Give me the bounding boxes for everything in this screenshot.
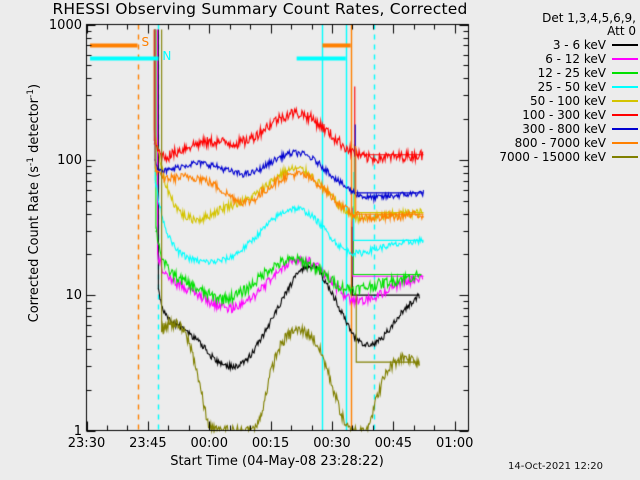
x-tick-label: 00:00 (190, 436, 228, 451)
legend-color-swatch (612, 58, 638, 60)
legend-entry[interactable]: 300 - 800 keV (478, 122, 640, 136)
generation-datestamp: 14-Oct-2021 12:20 (508, 461, 603, 472)
y-tick-label: 1000 (48, 17, 82, 33)
legend-entry[interactable]: 12 - 25 keV (478, 66, 640, 80)
y-tick-label: 100 (57, 152, 82, 168)
legend-entry[interactable]: 25 - 50 keV (478, 80, 640, 94)
y-tick-label: 10 (65, 288, 82, 304)
legend-color-swatch (612, 72, 638, 74)
legend: Det 1,3,4,5,6,9, Att 0 3 - 6 keV 6 - 12 k… (478, 12, 640, 164)
legend-entry[interactable]: 6 - 12 keV (478, 52, 640, 66)
legend-entry-label: 300 - 800 keV (522, 122, 606, 136)
x-tick-label: 00:30 (313, 436, 351, 451)
x-tick-label: 23:30 (67, 436, 106, 451)
legend-color-swatch (612, 114, 638, 116)
legend-entry-label: 50 - 100 keV (529, 94, 606, 108)
y-tick-label-group: 1000 100 10 1 (34, 0, 82, 480)
legend-color-swatch (612, 128, 638, 130)
legend-entry-label: 800 - 7000 keV (514, 136, 606, 150)
legend-entry-group: 3 - 6 keV 6 - 12 keV 12 - 25 keV 25 - 50 ke… (478, 38, 640, 164)
x-axis-label: Start Time (04-May-08 23:28:22) (170, 454, 384, 469)
y-tick-label: 1 (73, 423, 82, 439)
legend-header-detectors: Det 1,3,4,5,6,9, (542, 11, 636, 25)
status-bar-label-n: N (162, 48, 172, 63)
legend-entry[interactable]: 7000 - 15000 keV (478, 150, 640, 164)
legend-color-swatch (612, 156, 638, 158)
legend-entry-label: 100 - 300 keV (522, 108, 606, 122)
x-tick-label: 00:15 (251, 436, 290, 451)
status-bar-label-s: S (141, 35, 150, 50)
legend-entry[interactable]: 3 - 6 keV (478, 38, 640, 52)
page-title: RHESSI Observing Summary Count Rates, Co… (52, 0, 468, 18)
legend-entry-label: 3 - 6 keV (552, 38, 606, 52)
x-tick-label: 00:45 (374, 436, 413, 451)
legend-header-attenuator: Att 0 (607, 24, 636, 38)
legend-entry[interactable]: 100 - 300 keV (478, 108, 640, 122)
legend-entry[interactable]: 800 - 7000 keV (478, 136, 640, 150)
legend-entry-label: 12 - 25 keV (537, 66, 606, 80)
legend-color-swatch (612, 142, 638, 144)
legend-entry[interactable]: 50 - 100 keV (478, 94, 640, 108)
x-tick-label: 23:45 (129, 436, 167, 451)
legend-entry-label: 7000 - 15000 keV (499, 150, 606, 164)
legend-color-swatch (612, 100, 638, 102)
legend-color-swatch (612, 44, 638, 46)
legend-entry-label: 6 - 12 keV (545, 52, 606, 66)
legend-entry-label: 25 - 50 keV (537, 80, 606, 94)
x-tick-label: 01:00 (435, 436, 474, 451)
legend-color-swatch (612, 86, 638, 88)
